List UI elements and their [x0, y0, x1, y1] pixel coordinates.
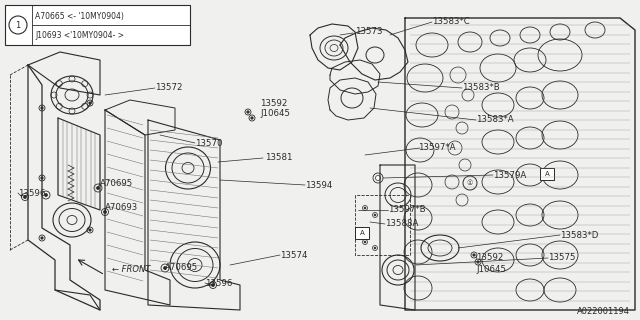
Bar — [5, 5, 190, 45]
Circle shape — [364, 207, 366, 209]
Text: 13579A: 13579A — [493, 171, 526, 180]
Text: 13573: 13573 — [355, 28, 383, 36]
Bar — [355, 227, 369, 239]
Text: 13583*B: 13583*B — [462, 84, 500, 92]
Circle shape — [211, 284, 214, 286]
Text: 13597*B: 13597*B — [388, 205, 426, 214]
Text: 13596: 13596 — [18, 188, 45, 197]
Text: 13592: 13592 — [476, 253, 504, 262]
Text: J10693 <'10MY0904- >: J10693 <'10MY0904- > — [35, 30, 124, 39]
Circle shape — [45, 194, 47, 196]
Circle shape — [247, 111, 249, 113]
Text: A70693: A70693 — [105, 204, 138, 212]
Circle shape — [97, 187, 99, 189]
Text: A70665 <- '10MY0904): A70665 <- '10MY0904) — [35, 12, 124, 20]
Circle shape — [463, 176, 477, 190]
Circle shape — [374, 247, 376, 249]
Circle shape — [89, 102, 92, 104]
Circle shape — [364, 241, 366, 243]
Circle shape — [376, 175, 381, 180]
Text: 13572: 13572 — [155, 84, 182, 92]
Circle shape — [104, 211, 106, 213]
Circle shape — [9, 16, 27, 34]
Text: 13597*A: 13597*A — [418, 143, 456, 153]
Text: 13570: 13570 — [195, 139, 223, 148]
Text: 13588A: 13588A — [385, 220, 419, 228]
Circle shape — [374, 214, 376, 216]
Text: A70695: A70695 — [165, 263, 198, 273]
Circle shape — [41, 237, 44, 239]
Text: ①: ① — [467, 180, 473, 186]
Circle shape — [41, 177, 44, 179]
Text: A: A — [545, 171, 549, 177]
Circle shape — [163, 267, 166, 269]
Text: 13574: 13574 — [280, 251, 307, 260]
Text: 13583*D: 13583*D — [560, 230, 598, 239]
Text: J10645: J10645 — [476, 266, 506, 275]
Circle shape — [41, 107, 44, 109]
Text: 13575: 13575 — [548, 253, 575, 262]
Circle shape — [24, 196, 26, 198]
Text: J10645: J10645 — [260, 109, 290, 118]
Text: 13594: 13594 — [305, 180, 332, 189]
Text: A70695: A70695 — [100, 179, 133, 188]
Text: A: A — [360, 230, 364, 236]
Circle shape — [477, 261, 479, 263]
Text: A022001194: A022001194 — [577, 308, 630, 316]
Text: 1: 1 — [15, 20, 20, 29]
Circle shape — [251, 117, 253, 119]
Circle shape — [89, 229, 92, 231]
Bar — [540, 168, 554, 180]
Text: 13583*C: 13583*C — [432, 18, 470, 27]
Text: 13596: 13596 — [205, 278, 232, 287]
Text: ← FRONT: ← FRONT — [112, 266, 150, 275]
Text: 13583*A: 13583*A — [476, 116, 514, 124]
Text: 13592: 13592 — [260, 99, 287, 108]
Circle shape — [473, 254, 475, 256]
Text: 13581: 13581 — [265, 154, 292, 163]
